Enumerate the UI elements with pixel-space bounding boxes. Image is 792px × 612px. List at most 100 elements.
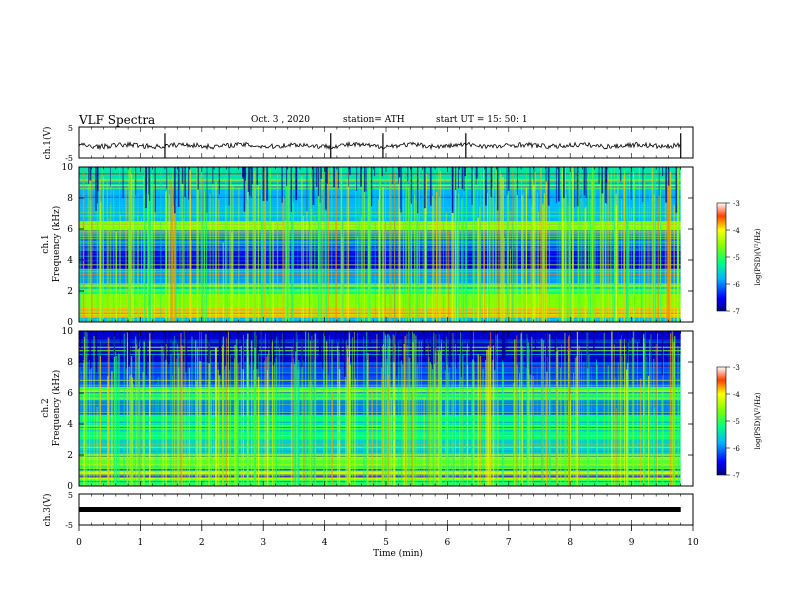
spectrum-striation: [79, 425, 681, 427]
spectrum-gap: [174, 167, 176, 214]
sferic-streak: [183, 331, 185, 486]
sferic-streak: [170, 354, 172, 486]
sferic-streak: [115, 231, 118, 322]
sferic-streak: [447, 372, 450, 486]
sferic-streak: [179, 170, 181, 322]
sferic-streak: [474, 188, 476, 322]
sferic-streak: [278, 343, 280, 486]
sferic-streak: [409, 167, 411, 322]
sferic-streak: [652, 180, 654, 322]
ch1-colorbar: -3 -4 -5 -6 -7 log(PSD)(V²/Hz): [716, 200, 762, 316]
sferic-streak: [607, 172, 609, 322]
spectrum-gap: [349, 167, 351, 176]
sferic-streak: [216, 347, 218, 486]
spectrum-striation: [79, 446, 681, 448]
sferic-streak: [165, 343, 167, 486]
sferic-streak: [354, 331, 355, 486]
time-tick-label: 9: [629, 538, 635, 548]
spectrum-gap: [290, 167, 293, 212]
spectrum-gap: [145, 331, 148, 376]
sferic-streak: [160, 171, 162, 322]
sferic-streak: [514, 178, 516, 322]
spectrum-gap: [257, 331, 259, 354]
sferic-streak: [565, 193, 567, 322]
sferic-streak: [288, 167, 290, 322]
sferic-streak: [231, 232, 233, 322]
spectrum-gap: [237, 331, 238, 340]
sferic-streak: [669, 171, 671, 322]
ch2-colorbar-gradient: [716, 366, 727, 476]
sferic-streak: [655, 343, 657, 486]
sferic-streak: [472, 177, 474, 322]
sferic-streak: [276, 173, 279, 322]
sferic-streak: [393, 335, 395, 486]
spectrum-gap: [208, 331, 210, 364]
sferic-streak: [389, 173, 391, 322]
sferic-streak: [433, 184, 435, 322]
sferic-streak: [168, 194, 170, 322]
spectrum-gap: [184, 167, 186, 197]
spectrum-striation: [79, 450, 681, 453]
sferic-streak: [128, 228, 130, 322]
sferic-streak: [668, 180, 670, 322]
sferic-streak: [345, 340, 347, 486]
sferic-streak: [593, 179, 595, 322]
colorbar-tick-label: -6: [733, 445, 740, 453]
sferic-streak: [434, 360, 435, 486]
sferic-streak: [503, 237, 506, 322]
spectrum-gap: [423, 167, 426, 209]
sferic-streak: [474, 176, 476, 322]
sferic-streak: [414, 195, 416, 322]
sferic-streak: [422, 169, 424, 322]
spectrum-gap: [396, 331, 398, 375]
sferic-streak: [492, 167, 494, 322]
colorbar-tick-label: -7: [733, 308, 740, 316]
sferic-streak: [613, 344, 615, 486]
spectrum-gap: [667, 167, 670, 186]
sferic-streak: [410, 173, 412, 322]
sferic-streak: [257, 185, 260, 322]
sferic-streak: [199, 331, 201, 486]
sferic-streak: [165, 191, 167, 322]
sferic-streak: [376, 334, 378, 486]
spectrum-gap: [228, 331, 231, 370]
sferic-streak: [532, 375, 534, 486]
sferic-streak: [343, 228, 345, 322]
sferic-streak: [607, 365, 610, 486]
sferic-streak: [522, 234, 524, 322]
sferic-streak: [260, 331, 262, 486]
sferic-streak: [346, 348, 348, 486]
sferic-streak: [625, 369, 628, 486]
spectrum-gap: [273, 331, 276, 341]
sferic-streak: [444, 400, 447, 486]
sferic-streak: [464, 220, 466, 322]
sferic-streak: [591, 366, 593, 486]
spectrum-gap: [626, 331, 629, 363]
sferic-streak: [382, 187, 384, 322]
sferic-streak: [568, 181, 570, 322]
sferic-streak: [144, 174, 146, 322]
sferic-streak: [583, 361, 585, 486]
sferic-streak: [465, 168, 468, 322]
spectrum-gap: [585, 167, 587, 198]
ch1-waveform-ylabel: ch.1(V): [42, 127, 53, 160]
spectrum-striation: [79, 455, 681, 457]
sferic-streak: [173, 335, 176, 486]
spectrum-striation: [79, 362, 681, 365]
sferic-streak: [555, 337, 557, 486]
colorbar-tick-label: -3: [733, 200, 740, 208]
sferic-streak: [418, 341, 420, 486]
spectrum-gap: [605, 167, 608, 184]
sferic-streak: [218, 198, 220, 322]
sferic-streak: [102, 176, 104, 322]
sferic-streak: [253, 363, 256, 486]
spectrum-gap: [574, 167, 576, 208]
spectrum-gap: [212, 167, 214, 184]
sferic-streak: [414, 174, 416, 322]
spectrum-striation: [79, 403, 681, 405]
sferic-streak: [659, 184, 662, 322]
spectrum-gap: [80, 331, 82, 349]
spectrum-striation: [79, 479, 681, 480]
freq-tick-label: 4: [67, 420, 73, 430]
spectrum-striation: [79, 341, 681, 343]
